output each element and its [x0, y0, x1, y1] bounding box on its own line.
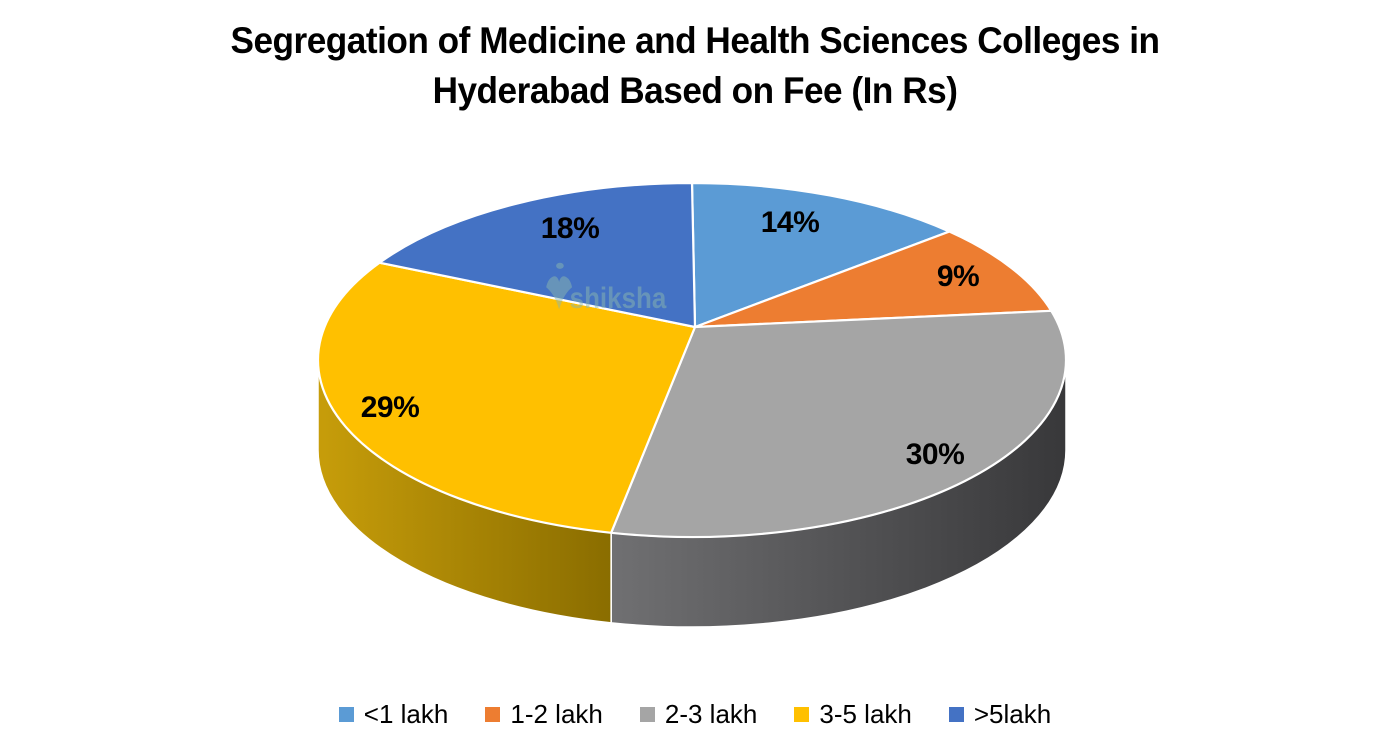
pie-slice-2-3-lakh: [610, 309, 1068, 539]
legend-item-3-5-lakh: 3-5 lakh: [794, 699, 912, 730]
legend-swatch-1-lakh: [338, 707, 354, 722]
legend: <1 lakh 1-2 lakh 2-3 lakh 3-5 lakh >5lakh: [0, 699, 1390, 730]
legend-item-5lakh: >5lakh: [948, 699, 1052, 730]
legend-label-5lakh: >5lakh: [973, 699, 1052, 729]
legend-item-2-3-lakh: 2-3 lakh: [639, 699, 758, 730]
slice-value-label-1-2-lakh: 9%: [936, 260, 980, 293]
slice-value-label-5lakh: 18%: [540, 212, 600, 245]
legend-swatch-3-5-lakh: [794, 707, 810, 722]
legend-label-1-2-lakh: 1-2 lakh: [510, 699, 603, 729]
slice-value-label-1-lakh: 14%: [760, 206, 820, 239]
pie-slice-3-5-lakh: [316, 261, 697, 534]
chart-title: Segregation of Medicine and Health Scien…: [230, 20, 1160, 111]
legend-swatch-5lakh: [948, 707, 964, 722]
pie-slice-5lakh: [378, 181, 697, 329]
legend-item-1-2-lakh: 1-2 lakh: [485, 699, 603, 730]
slice-value-label-2-3-lakh: 30%: [905, 438, 965, 471]
pie-slice-1-2-lakh: [693, 230, 1053, 329]
legend-swatch-2-3-lakh: [639, 707, 655, 722]
pie-slice-1-lakh: [690, 181, 951, 329]
legend-label-3-5-lakh: 3-5 lakh: [819, 699, 912, 729]
legend-label-1-lakh: <1 lakh: [363, 699, 449, 729]
legend-item-1-lakh: <1 lakh: [338, 699, 449, 730]
slice-value-label-3-5-lakh: 29%: [360, 391, 420, 424]
legend-swatch-1-2-lakh: [485, 707, 501, 722]
legend-label-2-3-lakh: 2-3 lakh: [664, 699, 758, 729]
